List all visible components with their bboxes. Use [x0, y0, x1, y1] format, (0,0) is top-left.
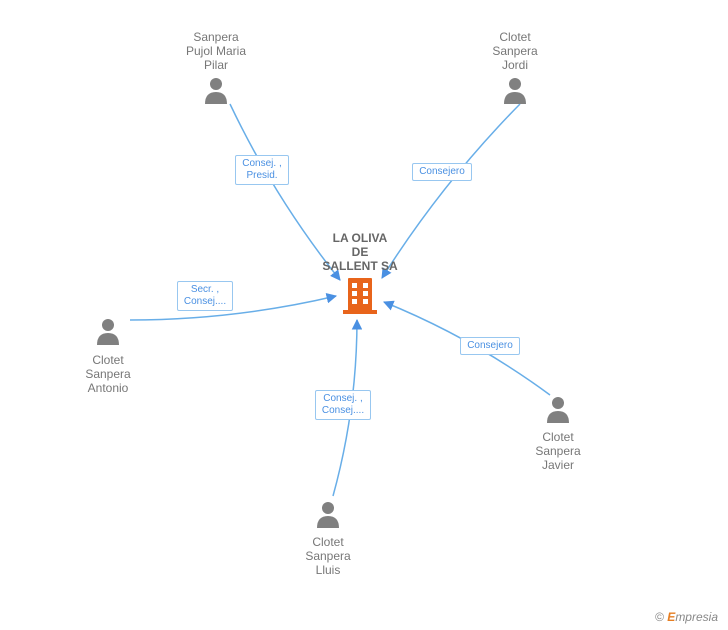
person-icon — [315, 500, 341, 528]
person-icon — [95, 317, 121, 345]
brand-rest: mpresia — [675, 610, 718, 624]
edge-label: Consejero — [460, 337, 520, 355]
edge-label: Consej. , Consej.... — [315, 390, 371, 420]
person-label: Clotet Sanpera Jordi — [465, 30, 565, 72]
edge-label: Consej. , Presid. — [235, 155, 288, 185]
building-icon — [343, 276, 377, 314]
person-icon — [203, 76, 229, 104]
center-company-label: LA OLIVA DE SALLENT SA — [310, 231, 410, 273]
person-icon — [545, 395, 571, 423]
person-icon — [502, 76, 528, 104]
person-label: Sanpera Pujol Maria Pilar — [166, 30, 266, 72]
copyright-symbol: © — [655, 610, 664, 624]
person-label: Clotet Sanpera Lluis — [278, 535, 378, 577]
person-label: Clotet Sanpera Antonio — [58, 353, 158, 395]
footer-credit: © Empresia — [655, 610, 718, 624]
edge-label: Secr. , Consej.... — [177, 281, 233, 311]
diagram-canvas: LA OLIVA DE SALLENT SA Sanpera Pujol Mar… — [0, 0, 728, 630]
person-label: Clotet Sanpera Javier — [508, 430, 608, 472]
edge-label: Consejero — [412, 163, 472, 181]
